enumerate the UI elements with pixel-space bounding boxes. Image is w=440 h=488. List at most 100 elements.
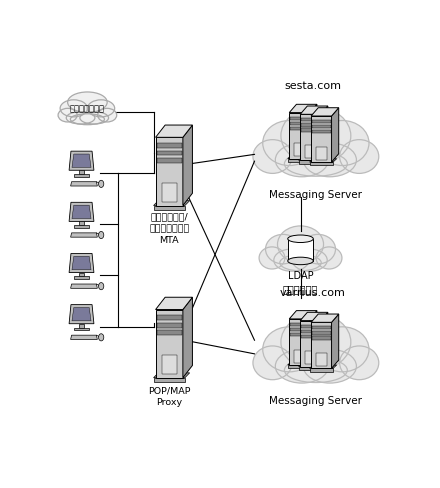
Polygon shape <box>156 297 192 309</box>
Ellipse shape <box>60 100 88 117</box>
Ellipse shape <box>263 327 316 372</box>
Polygon shape <box>72 307 91 321</box>
Polygon shape <box>70 233 97 237</box>
Polygon shape <box>154 201 190 205</box>
Polygon shape <box>156 137 183 205</box>
Text: varrius.com: varrius.com <box>279 287 345 298</box>
Polygon shape <box>299 161 322 163</box>
Polygon shape <box>301 123 320 126</box>
Polygon shape <box>74 225 89 228</box>
Polygon shape <box>311 322 332 368</box>
Ellipse shape <box>265 234 301 264</box>
Polygon shape <box>70 335 97 340</box>
Polygon shape <box>311 314 339 322</box>
Polygon shape <box>288 155 315 159</box>
Ellipse shape <box>253 346 292 380</box>
Ellipse shape <box>274 249 309 271</box>
Ellipse shape <box>284 151 347 176</box>
Ellipse shape <box>288 257 313 264</box>
Ellipse shape <box>340 140 379 173</box>
Polygon shape <box>72 154 91 167</box>
Ellipse shape <box>301 234 336 264</box>
Polygon shape <box>288 365 311 368</box>
Polygon shape <box>312 326 331 329</box>
Polygon shape <box>321 106 328 161</box>
Polygon shape <box>310 162 333 165</box>
Polygon shape <box>289 104 317 113</box>
Polygon shape <box>312 130 331 133</box>
Polygon shape <box>289 113 310 159</box>
Polygon shape <box>162 183 177 202</box>
Polygon shape <box>288 159 311 162</box>
Polygon shape <box>69 253 94 273</box>
Polygon shape <box>157 315 182 320</box>
Ellipse shape <box>278 226 323 263</box>
Polygon shape <box>312 125 331 128</box>
Polygon shape <box>299 364 326 366</box>
Polygon shape <box>294 350 305 363</box>
Polygon shape <box>156 309 183 378</box>
Polygon shape <box>154 378 185 383</box>
Ellipse shape <box>340 346 379 380</box>
Polygon shape <box>290 323 309 326</box>
Polygon shape <box>300 106 328 114</box>
Polygon shape <box>301 335 320 338</box>
Polygon shape <box>310 104 317 159</box>
Polygon shape <box>315 353 327 366</box>
Polygon shape <box>289 319 310 365</box>
Ellipse shape <box>70 114 104 125</box>
Text: LDAP
ディレクトリ: LDAP ディレクトリ <box>283 271 318 294</box>
Polygon shape <box>162 355 177 374</box>
Ellipse shape <box>281 107 351 164</box>
Polygon shape <box>312 120 331 123</box>
Polygon shape <box>74 327 89 330</box>
Polygon shape <box>288 239 313 261</box>
Polygon shape <box>299 157 326 161</box>
Ellipse shape <box>99 283 104 290</box>
Polygon shape <box>154 205 185 210</box>
Polygon shape <box>301 118 320 122</box>
Ellipse shape <box>259 247 285 269</box>
Polygon shape <box>299 366 322 370</box>
Ellipse shape <box>275 349 328 383</box>
Polygon shape <box>310 311 317 365</box>
Polygon shape <box>183 297 192 378</box>
Polygon shape <box>300 321 321 366</box>
Polygon shape <box>294 143 305 156</box>
Polygon shape <box>69 151 94 170</box>
Polygon shape <box>305 145 316 158</box>
Polygon shape <box>79 273 84 276</box>
Ellipse shape <box>316 247 342 269</box>
Ellipse shape <box>68 92 107 112</box>
Polygon shape <box>157 323 182 327</box>
Ellipse shape <box>99 180 104 187</box>
Polygon shape <box>321 312 328 366</box>
Text: POP/MAP
Proxy: POP/MAP Proxy <box>148 386 191 407</box>
Polygon shape <box>305 351 316 365</box>
Polygon shape <box>290 333 309 336</box>
Polygon shape <box>157 143 182 148</box>
Polygon shape <box>332 108 339 162</box>
Polygon shape <box>311 108 339 116</box>
Polygon shape <box>157 158 182 163</box>
Polygon shape <box>310 368 333 371</box>
Polygon shape <box>310 159 337 162</box>
Polygon shape <box>288 362 315 365</box>
Polygon shape <box>312 331 331 334</box>
Polygon shape <box>315 147 327 160</box>
Ellipse shape <box>58 108 77 122</box>
Ellipse shape <box>284 358 347 383</box>
Ellipse shape <box>281 314 351 370</box>
Text: sesta.com: sesta.com <box>284 81 341 91</box>
Ellipse shape <box>288 235 313 243</box>
Polygon shape <box>290 117 309 120</box>
Polygon shape <box>154 373 190 378</box>
Ellipse shape <box>99 231 104 239</box>
Ellipse shape <box>80 112 109 124</box>
Polygon shape <box>69 305 94 324</box>
Ellipse shape <box>316 121 369 165</box>
Polygon shape <box>301 128 320 132</box>
Polygon shape <box>290 127 309 130</box>
Ellipse shape <box>275 143 328 177</box>
Ellipse shape <box>316 327 369 372</box>
